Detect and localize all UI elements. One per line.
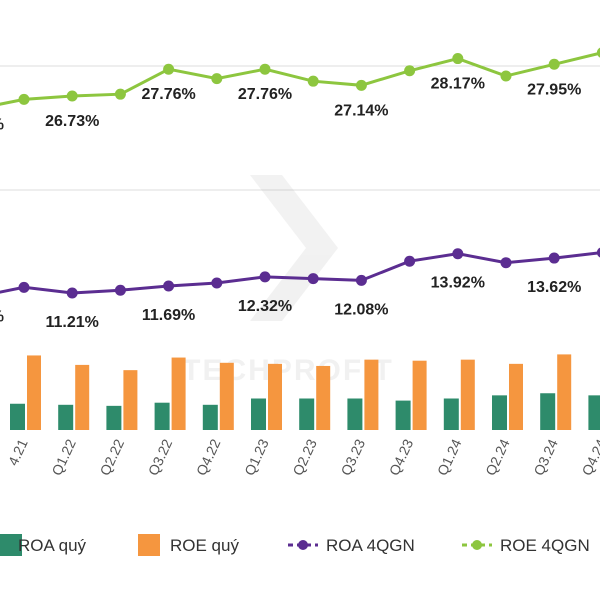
watermark: TECHPROFIT — [182, 175, 394, 387]
bar-roa-Q2.24 — [492, 395, 507, 430]
label-roa-Q1.23: 12.32% — [238, 298, 292, 315]
point-roe-4qgn-Q4.21 — [18, 93, 30, 105]
legend-label-1: ROE quý — [170, 536, 239, 555]
bar-roa-Q4.22 — [202, 404, 218, 430]
bar-roa-Q4.23 — [395, 400, 411, 430]
point-roe-4qgn-Q2.24 — [500, 70, 512, 82]
tick-Q3.23: Q3.23 — [337, 436, 368, 478]
label-roa-Q1.24: 13.92% — [431, 275, 485, 292]
point-roa-4qgn-Q1.23 — [259, 271, 271, 283]
point-roa-4qgn-Q4.24 — [596, 247, 600, 258]
tick-Q4.22: Q4.22 — [193, 436, 224, 478]
lines — [0, 47, 600, 299]
bar-roe-Q4.21 — [27, 355, 41, 430]
legend-label-3: ROE 4QGN — [500, 536, 590, 555]
point-roa-4qgn-Q2.24 — [500, 257, 512, 269]
tick-Q2.22: Q2.22 — [96, 436, 127, 478]
point-roe-4qgn-Q3.22 — [163, 63, 175, 75]
tick-Q2.23: Q2.23 — [289, 436, 320, 478]
legend-swatch-1 — [138, 534, 160, 556]
tick-Q2.24: Q2.24 — [482, 436, 513, 478]
tick-Q3.24: Q3.24 — [530, 436, 561, 478]
point-roe-4qgn-Q2.23 — [307, 75, 319, 87]
point-roa-4qgn-Q3.23 — [355, 274, 367, 286]
bar-roe-Q3.23 — [364, 359, 379, 430]
point-roe-4qgn-Q1.22 — [66, 90, 78, 102]
bar-roe-Q1.24 — [460, 359, 475, 430]
tick-Q4.23: Q4.23 — [386, 436, 417, 478]
label-roa-Q3.22: 11.69% — [142, 307, 195, 324]
label-roe-Q4.21: % — [0, 116, 4, 133]
bar-roe-Q2.23 — [316, 365, 331, 430]
grid — [0, 65, 600, 191]
label-roe-Q3.23: 27.14% — [334, 102, 388, 119]
label-roe-Q3.22: 27.76% — [141, 86, 195, 103]
point-roe-4qgn-Q1.24 — [452, 53, 464, 65]
label-roa-Q3.24: 13.62% — [527, 279, 581, 296]
label-roa-Q1.22: 11.21% — [46, 314, 99, 331]
point-roa-4qgn-Q2.23 — [307, 273, 319, 285]
bar-roa-Q1.24 — [443, 398, 459, 430]
point-roe-4qgn-Q2.22 — [114, 88, 126, 100]
label-roa-Q3.23: 12.08% — [334, 301, 388, 318]
tick-Q4.24: Q4.24 — [578, 436, 600, 478]
bar-roe-Q4.23 — [412, 360, 427, 430]
tick-Q1.23: Q1.23 — [241, 436, 272, 478]
x-tick-labels: 4.21 Q1.22 Q2.22 Q3.22 Q4.22 Q1.23 Q2.23 Q3.23 Q… — [5, 436, 600, 478]
watermark-text: TECHPROFIT — [182, 354, 394, 387]
bar-roe-Q4.22 — [219, 362, 234, 430]
bar-roe-Q1.22 — [75, 364, 90, 430]
point-roe-4qgn-Q4.22 — [211, 73, 223, 85]
point-roa-4qgn-Q3.22 — [163, 280, 175, 292]
legend-swatch-0 — [0, 534, 22, 556]
point-roa-4qgn-Q4.23 — [404, 255, 416, 267]
tick-Q1.24: Q1.24 — [434, 436, 465, 478]
label-roe-Q3.24: 27.95% — [527, 81, 581, 98]
legend-label-0: ROA quý — [18, 536, 87, 555]
point-roa-4qgn-Q4.21 — [18, 281, 30, 293]
bar-roe-Q1.23 — [268, 363, 282, 430]
bar-roe-Q2.24 — [509, 363, 523, 430]
label-roe-Q1.24: 28.17% — [431, 76, 485, 93]
bar-roa-Q3.22 — [154, 402, 170, 430]
point-roe-4qgn-Q3.23 — [355, 79, 367, 91]
tick-Q1.22: Q1.22 — [48, 436, 79, 478]
point-roe-4qgn-Q4.24 — [596, 47, 600, 58]
legend-marker-2 — [298, 540, 308, 550]
label-roa-Q4.21: % — [0, 308, 4, 325]
legend-label-2: ROA 4QGN — [326, 536, 415, 555]
bar-roa-Q1.22 — [58, 404, 74, 430]
point-roa-4qgn-Q3.24 — [548, 252, 560, 264]
bar-roa-Q2.22 — [106, 405, 122, 430]
point-roe-4qgn-Q3.24 — [548, 58, 560, 70]
bar-roa-Q1.23 — [251, 398, 266, 430]
bar-roa-Q2.23 — [299, 398, 315, 430]
bars — [10, 354, 600, 430]
point-roa-4qgn-Q1.22 — [66, 287, 78, 299]
bar-roa-Q3.23 — [347, 398, 363, 430]
data-labels: % 26.73% 27.76% 27.76% 27.14% 28.17% 27.95%% 11… — [0, 76, 581, 331]
point-roa-4qgn-Q4.22 — [211, 277, 223, 289]
label-roe-Q1.22: 26.73% — [45, 113, 99, 130]
point-roa-4qgn-Q2.22 — [114, 284, 126, 296]
tick-Q4.21: 4.21 — [5, 436, 31, 468]
bar-roe-Q3.22 — [171, 357, 186, 430]
label-roe-Q1.23: 27.76% — [238, 86, 292, 103]
bar-roa-Q4.21 — [10, 403, 25, 430]
legend-marker-3 — [472, 540, 482, 550]
bar-roa-Q3.24 — [540, 393, 556, 430]
tick-Q3.22: Q3.22 — [145, 436, 176, 478]
bar-roa-Q4.24 — [588, 395, 600, 430]
point-roe-4qgn-Q4.23 — [404, 65, 416, 77]
bar-roe-Q3.24 — [557, 354, 572, 430]
legend: ROA quý ROE quý ROA 4QGN ROE 4QGN — [0, 534, 590, 556]
bar-roe-Q2.22 — [123, 370, 138, 430]
point-roa-4qgn-Q1.24 — [452, 248, 464, 260]
point-roe-4qgn-Q1.23 — [259, 63, 271, 75]
